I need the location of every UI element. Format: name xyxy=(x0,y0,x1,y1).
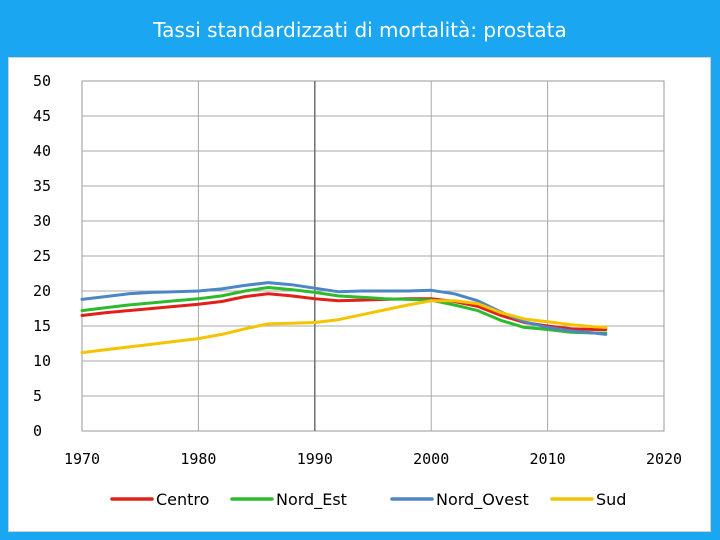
y-tick-label: 35 xyxy=(33,177,51,195)
y-tick-label: 50 xyxy=(33,72,51,90)
y-tick-label: 25 xyxy=(33,247,51,265)
line-chart: 0 5 10 15 20 25 30 35 40 45 50 1970 1980 1990 2000 2010… xyxy=(33,72,682,510)
y-tick-label: 30 xyxy=(33,212,51,230)
x-tick-label: 1980 xyxy=(180,450,216,468)
x-tick-label: 1990 xyxy=(297,450,333,468)
x-tick-label: 2010 xyxy=(530,450,566,468)
legend-label-sud: Sud xyxy=(596,490,626,509)
y-tick-label: 20 xyxy=(33,282,51,300)
x-tick-label: 2000 xyxy=(413,450,449,468)
y-tick-label: 15 xyxy=(33,317,51,335)
y-tick-label: 5 xyxy=(33,387,42,405)
y-tick-label: 45 xyxy=(33,107,51,125)
x-tick-label: 2020 xyxy=(646,450,682,468)
y-tick-label: 40 xyxy=(33,142,51,160)
x-tick-label: 1970 xyxy=(64,450,100,468)
slide-title: Tassi standardizzati di mortalità: prost… xyxy=(153,18,567,42)
legend-label-nord-est: Nord_Est xyxy=(276,490,347,510)
chart-panel: 0 5 10 15 20 25 30 35 40 45 50 1970 1980 1990 2000 2010… xyxy=(8,57,711,532)
legend-label-centro: Centro xyxy=(156,490,209,509)
y-tick-label: 10 xyxy=(33,352,51,370)
y-tick-label: 0 xyxy=(33,422,42,440)
series-line-nord-est xyxy=(80,286,608,335)
series-line-sud xyxy=(80,299,608,355)
legend-label-nord-ovest: Nord_Ovest xyxy=(436,490,529,510)
series-line-nord-ovest xyxy=(80,281,608,336)
